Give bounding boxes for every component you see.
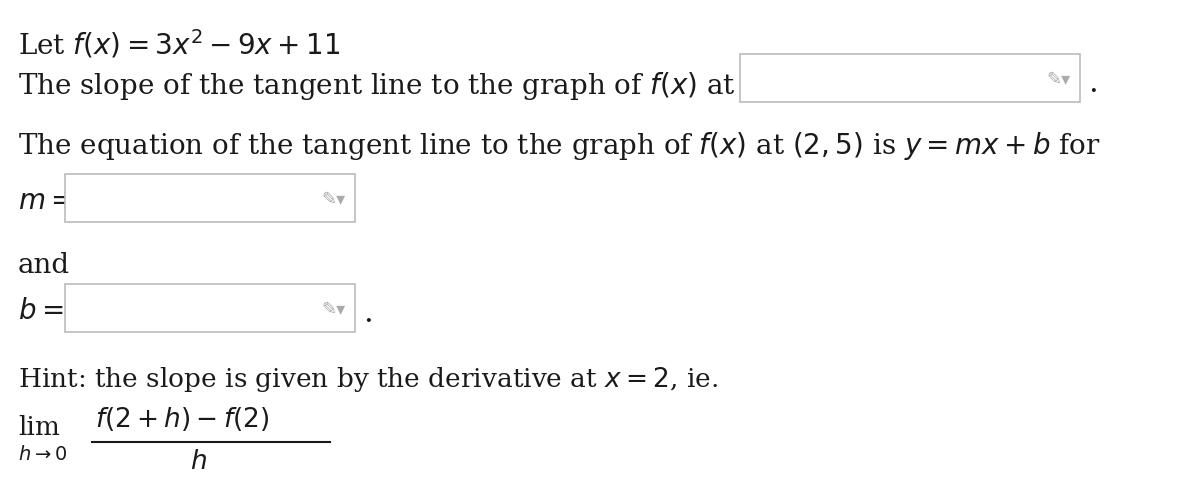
Text: $h$: $h$ (190, 448, 206, 473)
FancyBboxPatch shape (65, 175, 355, 222)
Text: $f(2+h) - f(2)$: $f(2+h) - f(2)$ (95, 404, 270, 432)
FancyBboxPatch shape (65, 285, 355, 332)
Text: .: . (1088, 67, 1098, 98)
Text: $h\to 0$: $h\to 0$ (18, 444, 67, 463)
Text: The slope of the tangent line to the graph of $f(x)$ at the point $(2,5)$ is: The slope of the tangent line to the gra… (18, 70, 982, 102)
Text: Let $f(x) = 3x^2 - 9x + 11$: Let $f(x) = 3x^2 - 9x + 11$ (18, 28, 340, 61)
Text: $m =$: $m =$ (18, 188, 73, 214)
Text: ✎▾: ✎▾ (320, 189, 346, 207)
Text: and: and (18, 252, 70, 279)
Text: ✎▾: ✎▾ (1046, 70, 1070, 88)
Text: Hint: the slope is given by the derivative at $x = 2$, ie.: Hint: the slope is given by the derivati… (18, 364, 718, 393)
Text: The equation of the tangent line to the graph of $f(x)$ at $(2,5)$ is $y = mx + : The equation of the tangent line to the … (18, 130, 1100, 162)
Text: ✎▾: ✎▾ (320, 300, 346, 317)
Text: lim: lim (18, 414, 60, 439)
FancyBboxPatch shape (740, 55, 1080, 103)
Text: $b =$: $b =$ (18, 298, 64, 324)
Text: .: . (364, 297, 373, 328)
